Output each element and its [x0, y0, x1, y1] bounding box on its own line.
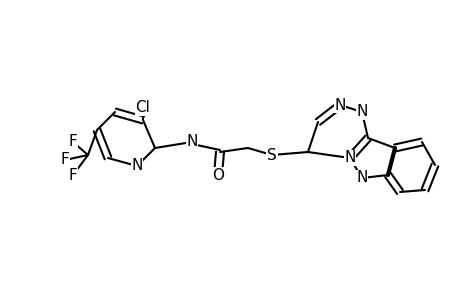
Text: F: F [61, 152, 69, 167]
Text: N: N [131, 158, 142, 173]
Text: O: O [212, 167, 224, 182]
Text: F: F [68, 167, 77, 182]
Text: F: F [68, 134, 77, 149]
Text: S: S [267, 148, 276, 163]
Text: N: N [356, 104, 367, 119]
Text: N: N [356, 170, 367, 185]
Text: N: N [344, 151, 355, 166]
Text: N: N [186, 134, 197, 149]
Text: N: N [334, 98, 345, 112]
Text: Cl: Cl [135, 100, 150, 116]
